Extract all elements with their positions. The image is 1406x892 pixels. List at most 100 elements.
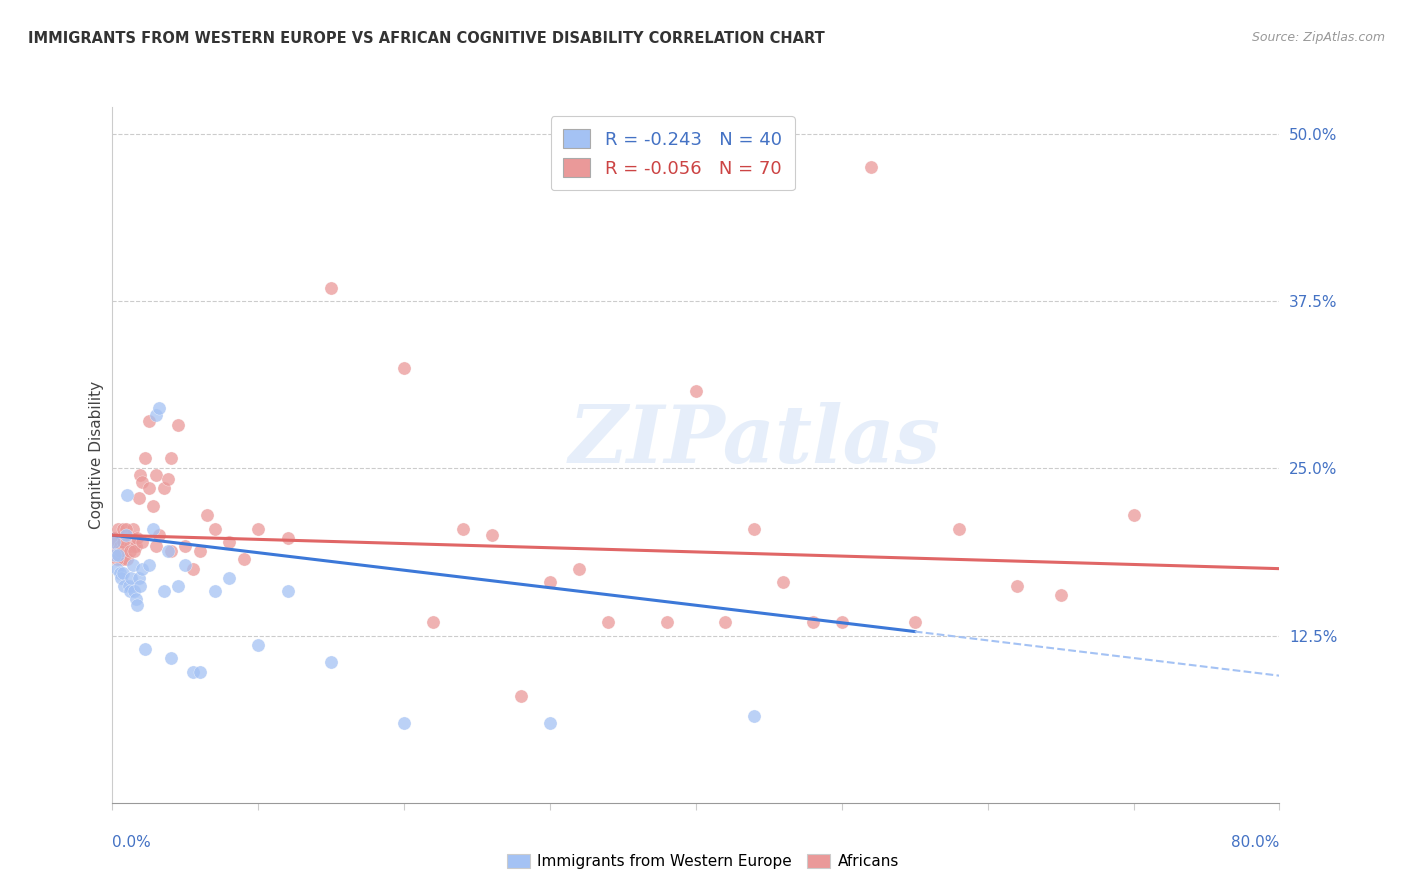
Point: [904, 615, 927, 630]
Point: [152, 482, 174, 496]
Point: [138, 415, 160, 429]
Point: [117, 531, 139, 545]
Text: IMMIGRANTS FROM WESTERN EUROPE VS AFRICAN COGNITIVE DISABILITY CORRELATION CHART: IMMIGRANTS FROM WESTERN EUROPE VS AFRICA…: [28, 31, 825, 46]
Text: 80.0%: 80.0%: [1232, 836, 1279, 850]
Point: [142, 521, 165, 535]
Point: [204, 584, 226, 599]
Point: [108, 544, 131, 558]
Point: [1122, 508, 1144, 523]
Point: [118, 584, 141, 599]
Point: [145, 468, 167, 483]
Point: [232, 552, 254, 566]
Point: [195, 508, 218, 523]
Text: 0.0%: 0.0%: [112, 836, 152, 850]
Point: [167, 579, 190, 593]
Point: [108, 566, 131, 580]
Point: [181, 562, 204, 576]
Text: Source: ZipAtlas.com: Source: ZipAtlas.com: [1251, 31, 1385, 45]
Point: [112, 552, 135, 566]
Point: [138, 558, 160, 572]
Point: [685, 384, 707, 398]
Point: [134, 642, 156, 657]
Point: [394, 715, 416, 730]
Point: [247, 521, 270, 535]
Point: [108, 539, 131, 553]
Point: [321, 281, 343, 295]
Point: [127, 598, 149, 612]
Point: [276, 584, 298, 599]
Point: [1005, 579, 1028, 593]
Point: [105, 544, 128, 558]
Point: [188, 544, 211, 558]
Point: [131, 535, 153, 549]
Point: [111, 566, 134, 580]
Point: [104, 548, 127, 563]
Point: [120, 571, 142, 585]
Point: [114, 528, 136, 542]
Y-axis label: Cognitive Disability: Cognitive Disability: [89, 381, 104, 529]
Point: [148, 401, 170, 416]
Point: [127, 531, 149, 545]
Point: [451, 521, 474, 535]
Point: [422, 615, 444, 630]
Point: [104, 535, 127, 549]
Point: [142, 499, 165, 513]
Point: [742, 521, 765, 535]
Point: [276, 531, 298, 545]
Point: [481, 528, 503, 542]
Point: [156, 472, 179, 486]
Point: [174, 539, 197, 553]
Point: [145, 539, 167, 553]
Point: [160, 450, 183, 465]
Point: [124, 584, 146, 599]
Point: [321, 655, 343, 669]
Point: [204, 521, 226, 535]
Point: [138, 482, 160, 496]
Point: [110, 552, 132, 566]
Point: [509, 689, 531, 703]
Point: [110, 571, 132, 585]
Text: ZIPatlas: ZIPatlas: [568, 402, 941, 480]
Point: [148, 528, 170, 542]
Point: [772, 575, 794, 590]
Point: [117, 579, 139, 593]
Point: [160, 544, 183, 558]
Point: [125, 539, 148, 553]
Point: [125, 592, 148, 607]
Point: [218, 535, 240, 549]
Point: [105, 552, 128, 566]
Point: [129, 468, 152, 483]
Point: [167, 418, 190, 433]
Point: [128, 491, 150, 505]
Point: [111, 535, 134, 549]
Point: [145, 408, 167, 422]
Point: [152, 584, 174, 599]
Point: [115, 488, 138, 502]
Point: [122, 558, 145, 572]
Point: [134, 450, 156, 465]
Point: [160, 651, 183, 665]
Point: [181, 665, 204, 679]
Point: [107, 548, 129, 563]
Point: [174, 558, 197, 572]
Point: [114, 539, 136, 553]
Point: [131, 475, 153, 489]
Point: [188, 665, 211, 679]
Point: [118, 544, 141, 558]
Point: [107, 521, 129, 535]
Point: [124, 544, 146, 558]
Point: [111, 521, 134, 535]
Point: [124, 539, 146, 553]
Point: [860, 161, 883, 175]
Point: [128, 571, 150, 585]
Point: [129, 579, 152, 593]
Point: [131, 562, 153, 576]
Point: [115, 552, 138, 566]
Point: [948, 521, 970, 535]
Point: [742, 708, 765, 723]
Point: [118, 539, 141, 553]
Point: [1049, 589, 1071, 603]
Point: [103, 531, 125, 545]
Point: [218, 571, 240, 585]
Point: [103, 535, 125, 549]
